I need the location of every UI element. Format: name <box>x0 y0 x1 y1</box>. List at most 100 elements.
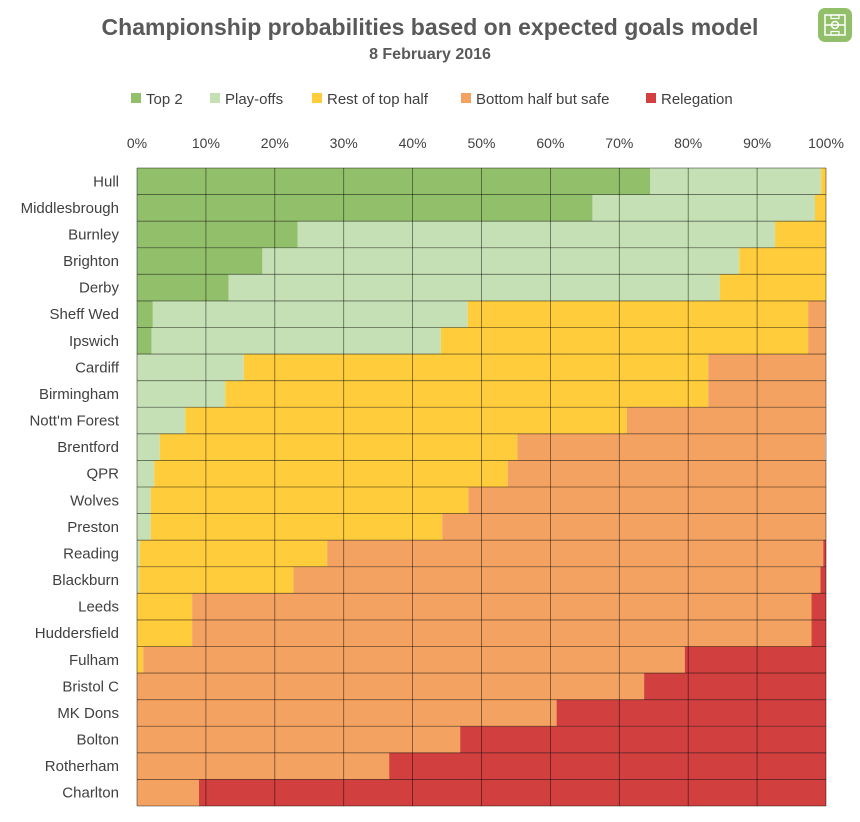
x-tick-label: 80% <box>674 135 702 151</box>
legend-label: Relegation <box>661 91 733 108</box>
bar-segment <box>192 619 812 647</box>
category-label: Brighton <box>63 253 119 270</box>
bar-segment <box>243 354 709 381</box>
bar-segment <box>626 407 826 434</box>
bar-segment <box>814 194 826 222</box>
legend-label: Bottom half but safe <box>476 91 609 108</box>
legend-label: Play-offs <box>225 91 283 108</box>
bar-segment <box>228 274 720 301</box>
bar-segment <box>137 380 226 408</box>
bar-segment <box>152 300 468 328</box>
category-label: Derby <box>79 280 120 297</box>
bar-segment <box>137 513 151 541</box>
x-tick-label: 60% <box>536 135 564 151</box>
category-label: Huddersfield <box>35 625 119 642</box>
bar-segment <box>137 619 193 647</box>
category-label: Ipswich <box>69 333 119 350</box>
bar-segment <box>137 407 186 434</box>
legend-item: Play-offs <box>210 91 283 108</box>
bar-segment <box>517 433 826 461</box>
bar-segment <box>644 673 826 700</box>
bar-segment <box>137 274 229 301</box>
legend-swatch <box>312 93 322 103</box>
bar-segment <box>389 752 826 780</box>
legend-item: Rest of top half <box>312 91 429 108</box>
chart-subtitle: 8 February 2016 <box>369 46 491 63</box>
bar-segment <box>137 726 461 753</box>
category-label: Bristol C <box>62 678 119 695</box>
bar-segment <box>467 300 809 328</box>
category-label: Sheff Wed <box>50 306 120 323</box>
category-label: Fulham <box>69 652 119 669</box>
category-label: QPR <box>86 466 119 483</box>
bar-segment <box>154 460 508 487</box>
bar-segment <box>823 540 826 567</box>
legend-swatch <box>646 93 656 103</box>
bar-segment <box>137 566 140 594</box>
chart-title: Championship probabilities based on expe… <box>101 14 759 40</box>
category-label: Brentford <box>57 439 119 456</box>
bar-segment <box>468 487 826 514</box>
football-pitch-icon <box>818 8 852 42</box>
category-label: Rotherham <box>45 758 119 775</box>
x-tick-label: 20% <box>261 135 289 151</box>
x-tick-label: 0% <box>127 135 147 151</box>
bar-segment <box>808 300 826 328</box>
category-label: Charlton <box>62 785 119 802</box>
bar-segment <box>150 513 443 541</box>
bar-segment <box>442 513 826 541</box>
bar-segment <box>137 194 593 222</box>
bar-segment <box>137 247 263 275</box>
legend-item: Top 2 <box>131 91 183 108</box>
legend-item: Relegation <box>646 91 733 108</box>
x-tick-label: 10% <box>192 135 220 151</box>
bar-segment <box>151 327 441 355</box>
bar-segment <box>650 168 822 195</box>
bar-segment <box>199 779 826 806</box>
x-tick-label: 100% <box>808 135 844 151</box>
category-label: Wolves <box>70 492 119 509</box>
bar-segment <box>137 300 153 328</box>
legend-item: Bottom half but safe <box>461 91 609 108</box>
bar-segment <box>297 221 776 248</box>
bar-segment <box>440 327 809 355</box>
legend-swatch <box>131 93 141 103</box>
bar-segment <box>137 752 390 780</box>
bar-segment <box>556 699 826 727</box>
bar-segment <box>137 646 144 674</box>
bar-segment <box>137 487 151 514</box>
bar-segment <box>719 274 826 301</box>
x-tick-label: 50% <box>467 135 495 151</box>
bar-segment <box>293 566 821 594</box>
bar-segment <box>708 380 826 408</box>
bar-segment <box>507 460 826 487</box>
category-label: MK Dons <box>57 705 119 722</box>
bar-segment <box>137 673 645 700</box>
bar-segment <box>137 327 152 355</box>
category-label: Birmingham <box>39 386 119 403</box>
legend-swatch <box>210 93 220 103</box>
category-label: Blackburn <box>52 572 119 589</box>
bar-segment <box>708 354 826 381</box>
bar-segment <box>137 168 651 195</box>
category-label: Burnley <box>68 226 119 243</box>
legend-label: Top 2 <box>146 91 183 108</box>
bar-segment <box>137 221 298 248</box>
bar-segment <box>137 540 140 567</box>
bar-segment <box>775 221 826 248</box>
bar-segment <box>150 487 469 514</box>
x-tick-label: 90% <box>743 135 771 151</box>
bar-segment <box>137 433 160 461</box>
bar-segment <box>137 354 244 381</box>
bar-segment <box>192 593 812 620</box>
category-label: Middlesbrough <box>21 200 119 217</box>
legend-swatch <box>461 93 471 103</box>
bar-segment <box>139 566 294 594</box>
category-label: Preston <box>67 519 119 536</box>
bar-segment <box>821 168 826 195</box>
bar-segment <box>262 247 740 275</box>
bar-segment <box>808 327 826 355</box>
bar-segment <box>684 646 826 674</box>
category-label: Nott'm Forest <box>29 413 119 430</box>
